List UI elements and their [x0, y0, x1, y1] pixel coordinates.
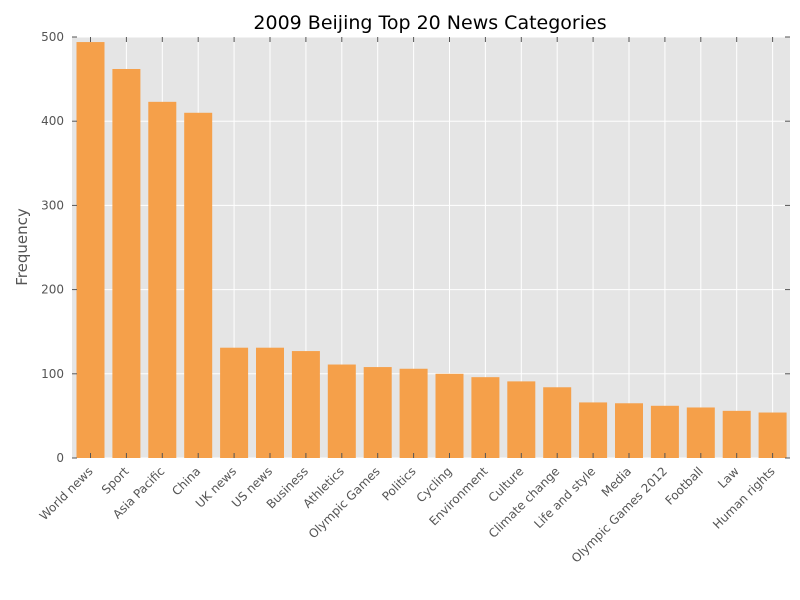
bar [76, 42, 105, 458]
y-axis-label: Frequency [13, 208, 31, 286]
bar [291, 351, 320, 458]
y-tick-label: 400 [41, 114, 64, 128]
bar [471, 377, 500, 458]
bar [650, 405, 679, 458]
chart-title: 2009 Beijing Top 20 News Categories [253, 12, 606, 34]
y-tick-label: 500 [41, 30, 64, 44]
bar [184, 112, 213, 458]
x-tick-label: China [169, 464, 203, 498]
bar [686, 407, 715, 458]
x-tick-label: Football [662, 464, 705, 507]
y-tick-label: 200 [41, 283, 64, 297]
bar [256, 347, 284, 458]
bar [507, 381, 536, 458]
bar [112, 68, 141, 458]
y-tick-label: 100 [41, 367, 64, 381]
x-tick-label: Sport [99, 464, 132, 497]
bar [579, 402, 608, 458]
bars-layer [76, 42, 787, 459]
plot-background [72, 37, 790, 458]
bar [758, 412, 787, 458]
bar [615, 403, 643, 458]
bar [543, 387, 572, 458]
bar [327, 364, 356, 458]
bar [435, 373, 464, 458]
x-tick-label: Human rights [710, 464, 778, 532]
y-tick-label: 0 [56, 451, 64, 465]
y-tick-label: 300 [41, 198, 64, 212]
bar [399, 368, 428, 458]
bar [220, 347, 249, 458]
bar [148, 101, 177, 459]
bar [363, 367, 392, 458]
bar [722, 410, 751, 458]
x-tick-label: World news [37, 464, 96, 523]
x-tick-label: Law [715, 464, 742, 491]
x-tick-label: Politics [379, 464, 418, 503]
